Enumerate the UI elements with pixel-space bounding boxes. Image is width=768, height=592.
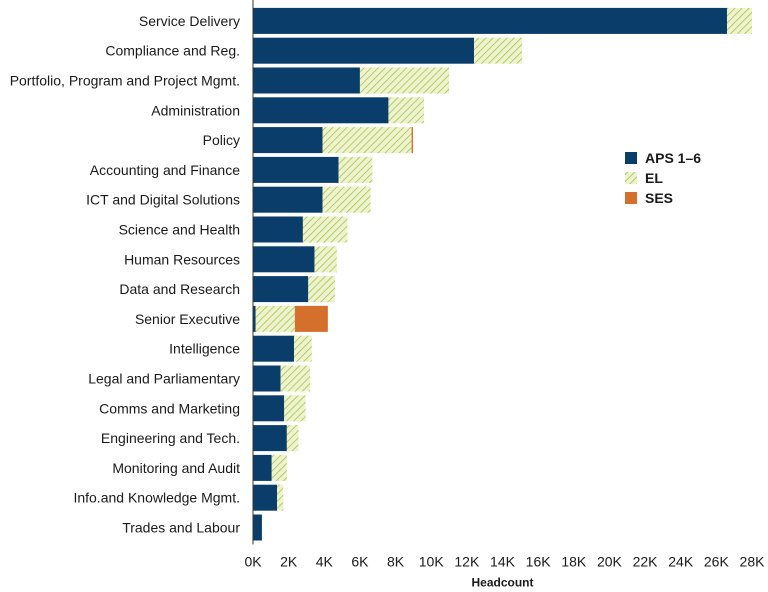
bar-aps-1-6-monitoring-and-audit: [253, 454, 272, 481]
category-label-policy: Policy: [203, 132, 240, 148]
legend-label-ses: SES: [645, 190, 673, 206]
legend-swatch-aps-1-6: [625, 152, 637, 164]
category-label-info-and-knowledge-mgmt: Info.and Knowledge Mgmt.: [73, 490, 240, 506]
bar-el-science-and-health: [302, 216, 348, 243]
x-tick-label-8k: 8K: [387, 553, 405, 569]
x-tick-label-20k: 20K: [597, 553, 623, 569]
bar-el-compliance-and-reg: [473, 37, 523, 64]
bar-el-data-and-research: [308, 276, 335, 303]
x-axis-ticks: 0K 2K 4K 6K 8K 10K 12K 14K 16K 18K 20K 22K 24K 26K 28K: [244, 553, 765, 569]
legend-label-el: EL: [645, 170, 663, 186]
bar-el-intelligence: [293, 335, 312, 362]
bar-aps-1-6-compliance-and-reg: [253, 37, 474, 64]
category-label-human-resources: Human Resources: [124, 251, 240, 267]
bar-el-policy: [322, 127, 412, 154]
bar-el-legal-and-parliamentary: [280, 365, 311, 392]
bar-el-info-and-knowledge-mgmt: [277, 484, 284, 511]
bar-aps-1-6-administration: [253, 97, 389, 124]
x-tick-label-4k: 4K: [316, 553, 334, 569]
legend-label-aps-1-6: APS 1–6: [645, 150, 701, 166]
bar-el-engineering-and-tech: [286, 425, 299, 452]
x-tick-label-14k: 14K: [490, 553, 516, 569]
bar-el-administration: [388, 97, 425, 124]
category-label-administration: Administration: [151, 102, 240, 118]
bar-aps-1-6-senior-executive: [253, 305, 256, 332]
bar-aps-1-6-comms-and-marketing: [253, 395, 285, 422]
category-label-ict-and-digital-solutions: ICT and Digital Solutions: [86, 192, 240, 208]
bar-el-human-resources: [314, 246, 337, 273]
x-tick-label-0k: 0K: [244, 553, 262, 569]
category-label-portfolio-program-and-project-mgmt: Portfolio, Program and Project Mgmt.: [10, 73, 240, 89]
category-label-trades-and-labour: Trades and Labour: [122, 520, 240, 536]
bar-el-accounting-and-finance: [338, 156, 373, 183]
bar-aps-1-6-intelligence: [253, 335, 294, 362]
x-tick-label-18k: 18K: [561, 553, 587, 569]
bar-ses-policy: [411, 127, 414, 154]
bar-aps-1-6-trades-and-labour: [253, 514, 262, 541]
category-label-accounting-and-finance: Accounting and Finance: [90, 162, 240, 178]
category-label-compliance-and-reg: Compliance and Reg.: [105, 43, 240, 59]
legend: APS 1–6 EL SES: [625, 150, 701, 206]
x-tick-label-22k: 22K: [633, 553, 659, 569]
bar-aps-1-6-service-delivery: [253, 7, 728, 34]
bar-aps-1-6-accounting-and-finance: [253, 156, 339, 183]
x-tick-label-16k: 16K: [526, 553, 552, 569]
legend-swatch-ses: [625, 192, 637, 204]
x-tick-label-24k: 24K: [668, 553, 694, 569]
bar-aps-1-6-policy: [253, 127, 323, 154]
x-tick-label-6k: 6K: [351, 553, 369, 569]
bar-aps-1-6-portfolio-program-and-project-mgmt: [253, 67, 360, 94]
legend-swatch-el: [625, 172, 637, 184]
bar-aps-1-6-legal-and-parliamentary: [253, 365, 281, 392]
bar-el-portfolio-program-and-project-mgmt: [359, 67, 450, 94]
category-label-senior-executive: Senior Executive: [135, 311, 240, 327]
x-tick-label-26k: 26K: [704, 553, 730, 569]
bar-el-senior-executive: [255, 305, 295, 332]
bar-el-service-delivery: [727, 7, 752, 34]
bar-aps-1-6-ict-and-digital-solutions: [253, 186, 323, 213]
category-label-monitoring-and-audit: Monitoring and Audit: [112, 460, 240, 476]
category-label-service-delivery: Service Delivery: [139, 13, 240, 29]
category-label-science-and-health: Science and Health: [119, 222, 240, 238]
category-label-data-and-research: Data and Research: [119, 281, 240, 297]
x-axis-title: Headcount: [471, 575, 533, 589]
x-tick-label-2k: 2K: [280, 553, 298, 569]
bar-aps-1-6-human-resources: [253, 246, 315, 273]
category-label-engineering-and-tech: Engineering and Tech.: [101, 430, 240, 446]
x-tick-label-12k: 12K: [454, 553, 480, 569]
category-labels: Service Delivery Compliance and Reg. Portf…: [10, 13, 241, 536]
bar-aps-1-6-info-and-knowledge-mgmt: [253, 484, 278, 511]
category-label-intelligence: Intelligence: [169, 341, 240, 357]
bar-el-comms-and-marketing: [284, 395, 306, 422]
category-label-legal-and-parliamentary: Legal and Parliamentary: [88, 371, 240, 387]
category-label-comms-and-marketing: Comms and Marketing: [99, 400, 240, 416]
bar-ses-senior-executive: [294, 305, 328, 332]
bars-layer: [253, 7, 752, 541]
bar-aps-1-6-science-and-health: [253, 216, 303, 243]
x-tick-label-10k: 10K: [419, 553, 445, 569]
bar-aps-1-6-data-and-research: [253, 276, 309, 303]
bar-aps-1-6-engineering-and-tech: [253, 425, 287, 452]
bar-el-ict-and-digital-solutions: [322, 186, 371, 213]
bar-el-monitoring-and-audit: [271, 454, 287, 481]
x-tick-label-28k: 28K: [740, 553, 766, 569]
